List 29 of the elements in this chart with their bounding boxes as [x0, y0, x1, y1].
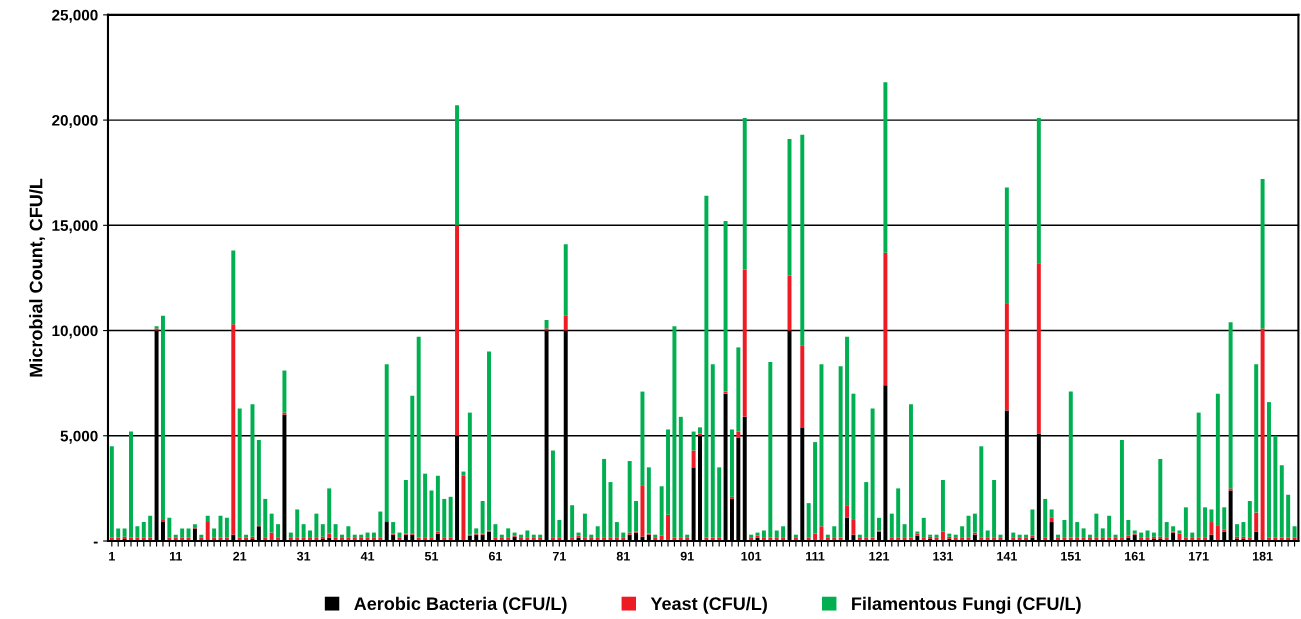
x-tick-label: 41	[360, 551, 375, 561]
y-tick-label: 10,000	[52, 325, 98, 339]
legend-label: Filamentous Fungi (CFU/L)	[852, 596, 1081, 614]
y-tick-label: 20,000	[52, 114, 98, 128]
legend-label: Yeast (CFU/L)	[650, 596, 767, 614]
y-axis-title: Microbial Count, CFU/L	[29, 178, 46, 377]
x-tick-label: 181	[1252, 551, 1273, 561]
x-tick-label: 151	[1061, 551, 1081, 561]
x-tick-label: 51	[424, 551, 439, 561]
x-tick-label: 101	[741, 551, 762, 561]
y-tick-label: 5,000	[60, 430, 98, 444]
x-tick-label: 31	[296, 551, 311, 561]
y-tick-label: 25,000	[52, 9, 98, 23]
x-tick-label: 171	[1189, 551, 1209, 561]
x-tick-label: 91	[680, 551, 694, 561]
y-tick-label: -	[93, 541, 98, 544]
x-tick-label: 1	[109, 551, 115, 561]
x-tick-label: 161	[1125, 551, 1145, 561]
x-tick-label: 11	[169, 551, 183, 561]
x-tick-label: 71	[552, 551, 566, 561]
legend-label: Aerobic Bacteria (CFU/L)	[354, 596, 567, 614]
x-tick-label: 131	[933, 551, 954, 561]
x-tick-label: 121	[869, 551, 890, 561]
x-tick-label: 111	[806, 551, 825, 561]
x-tick-label: 21	[233, 551, 247, 561]
x-tick-label: 61	[488, 551, 503, 561]
x-tick-label: 141	[997, 551, 1017, 561]
y-tick-label: 15,000	[52, 220, 98, 234]
x-tick-label: 81	[616, 551, 630, 561]
